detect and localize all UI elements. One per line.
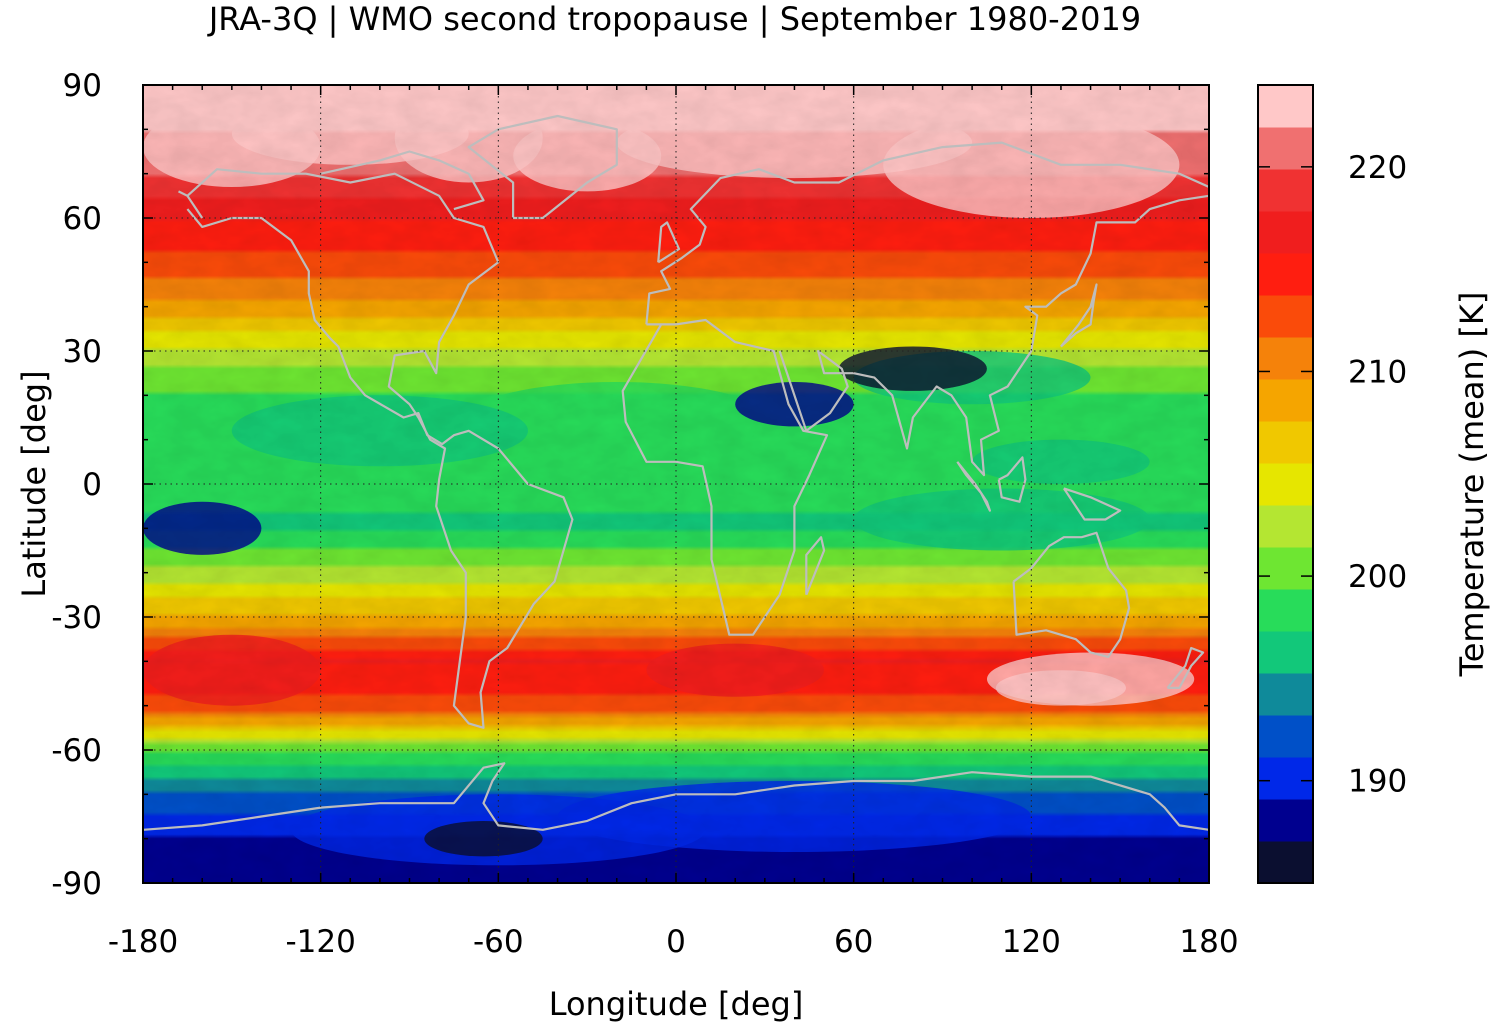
- y-tick-label: 60: [63, 201, 102, 237]
- colorbar-swatch: [1258, 841, 1313, 884]
- y-tick-label: -30: [51, 600, 102, 636]
- y-tick-label: 90: [63, 68, 102, 104]
- colorbar-swatch: [1258, 463, 1313, 506]
- colorbar-swatch: [1258, 253, 1313, 296]
- colorbar-tick-label: 200: [1348, 559, 1407, 595]
- coastline-segment: [657, 221, 681, 264]
- y-tick-label: 0: [82, 467, 102, 503]
- colorbar-tick-label: 210: [1348, 354, 1407, 390]
- x-tick-label: -60: [473, 924, 524, 960]
- coastline-segment: [467, 114, 618, 220]
- colorbar: [1258, 85, 1313, 884]
- chart-title: JRA-3Q | WMO second tropopause | Septemb…: [207, 0, 1141, 38]
- x-tick-labels: -180 -120 -60 0 60 120 180: [108, 924, 1239, 960]
- colorbar-swatch: [1258, 505, 1313, 548]
- x-tick-label: 0: [666, 924, 686, 960]
- y-tick-label: -90: [51, 866, 102, 902]
- coastline-segment: [320, 150, 485, 211]
- temperature-field: [143, 85, 1209, 883]
- x-tick-label: 60: [834, 924, 873, 960]
- coastline-segment: [1166, 646, 1205, 690]
- x-axis-label: Longitude [deg]: [549, 985, 804, 1023]
- colorbar-tick-label: 220: [1348, 150, 1407, 186]
- colorbar-ticks: 190 200 210 220: [1258, 150, 1407, 800]
- coastline-segment: [645, 141, 1209, 325]
- y-tick-label: -60: [51, 733, 102, 769]
- coastline-segment: [186, 168, 574, 729]
- colorbar-swatch: [1258, 337, 1313, 380]
- colorbar-swatch: [1258, 715, 1313, 758]
- colorbar-swatch: [1258, 631, 1313, 674]
- coastline-segment: [621, 318, 829, 636]
- colorbar-swatch: [1258, 589, 1313, 632]
- coastline-segment: [778, 194, 1209, 477]
- colorbar-swatch: [1258, 673, 1313, 716]
- colorbar-swatch: [1258, 169, 1313, 212]
- colorbar-swatch: [1258, 757, 1313, 800]
- coastline-segment: [178, 190, 204, 219]
- x-tick-label: -180: [108, 924, 178, 960]
- coastline-segment: [956, 461, 992, 512]
- colorbar-label: Temperature (mean) [K]: [1453, 292, 1491, 678]
- coastline-segment: [1062, 487, 1122, 521]
- x-tick-label: 180: [1179, 924, 1238, 960]
- colorbar-frame: [1257, 84, 1314, 884]
- colorbar-swatch: [1258, 547, 1313, 590]
- colorbar-swatch: [1258, 127, 1313, 170]
- y-axis-label: Latitude [deg]: [15, 370, 53, 597]
- grid-lines: [143, 85, 1209, 883]
- y-tick-label: 30: [63, 334, 102, 370]
- colorbar-swatch: [1258, 379, 1313, 422]
- coastline-segment: [143, 762, 1209, 831]
- colorbar-swatch: [1258, 295, 1313, 338]
- coastline-segment: [1060, 283, 1098, 348]
- colorbar-swatch: [1258, 85, 1313, 128]
- y-tick-labels: 90 60 30 0 -30 -60 -90: [51, 68, 102, 902]
- axis-ticks: [142, 84, 1210, 884]
- colorbar-swatch: [1258, 211, 1313, 254]
- colorbar-tick-label: 190: [1348, 764, 1407, 800]
- coastline-segment: [1012, 531, 1131, 659]
- coastline-segment: [805, 536, 826, 596]
- x-tick-label: 120: [1002, 924, 1061, 960]
- colorbar-swatch: [1258, 799, 1313, 842]
- coastline-segment: [997, 456, 1027, 503]
- x-tick-label: -120: [285, 924, 355, 960]
- coastlines: [143, 114, 1209, 831]
- colorbar-swatch: [1258, 421, 1313, 464]
